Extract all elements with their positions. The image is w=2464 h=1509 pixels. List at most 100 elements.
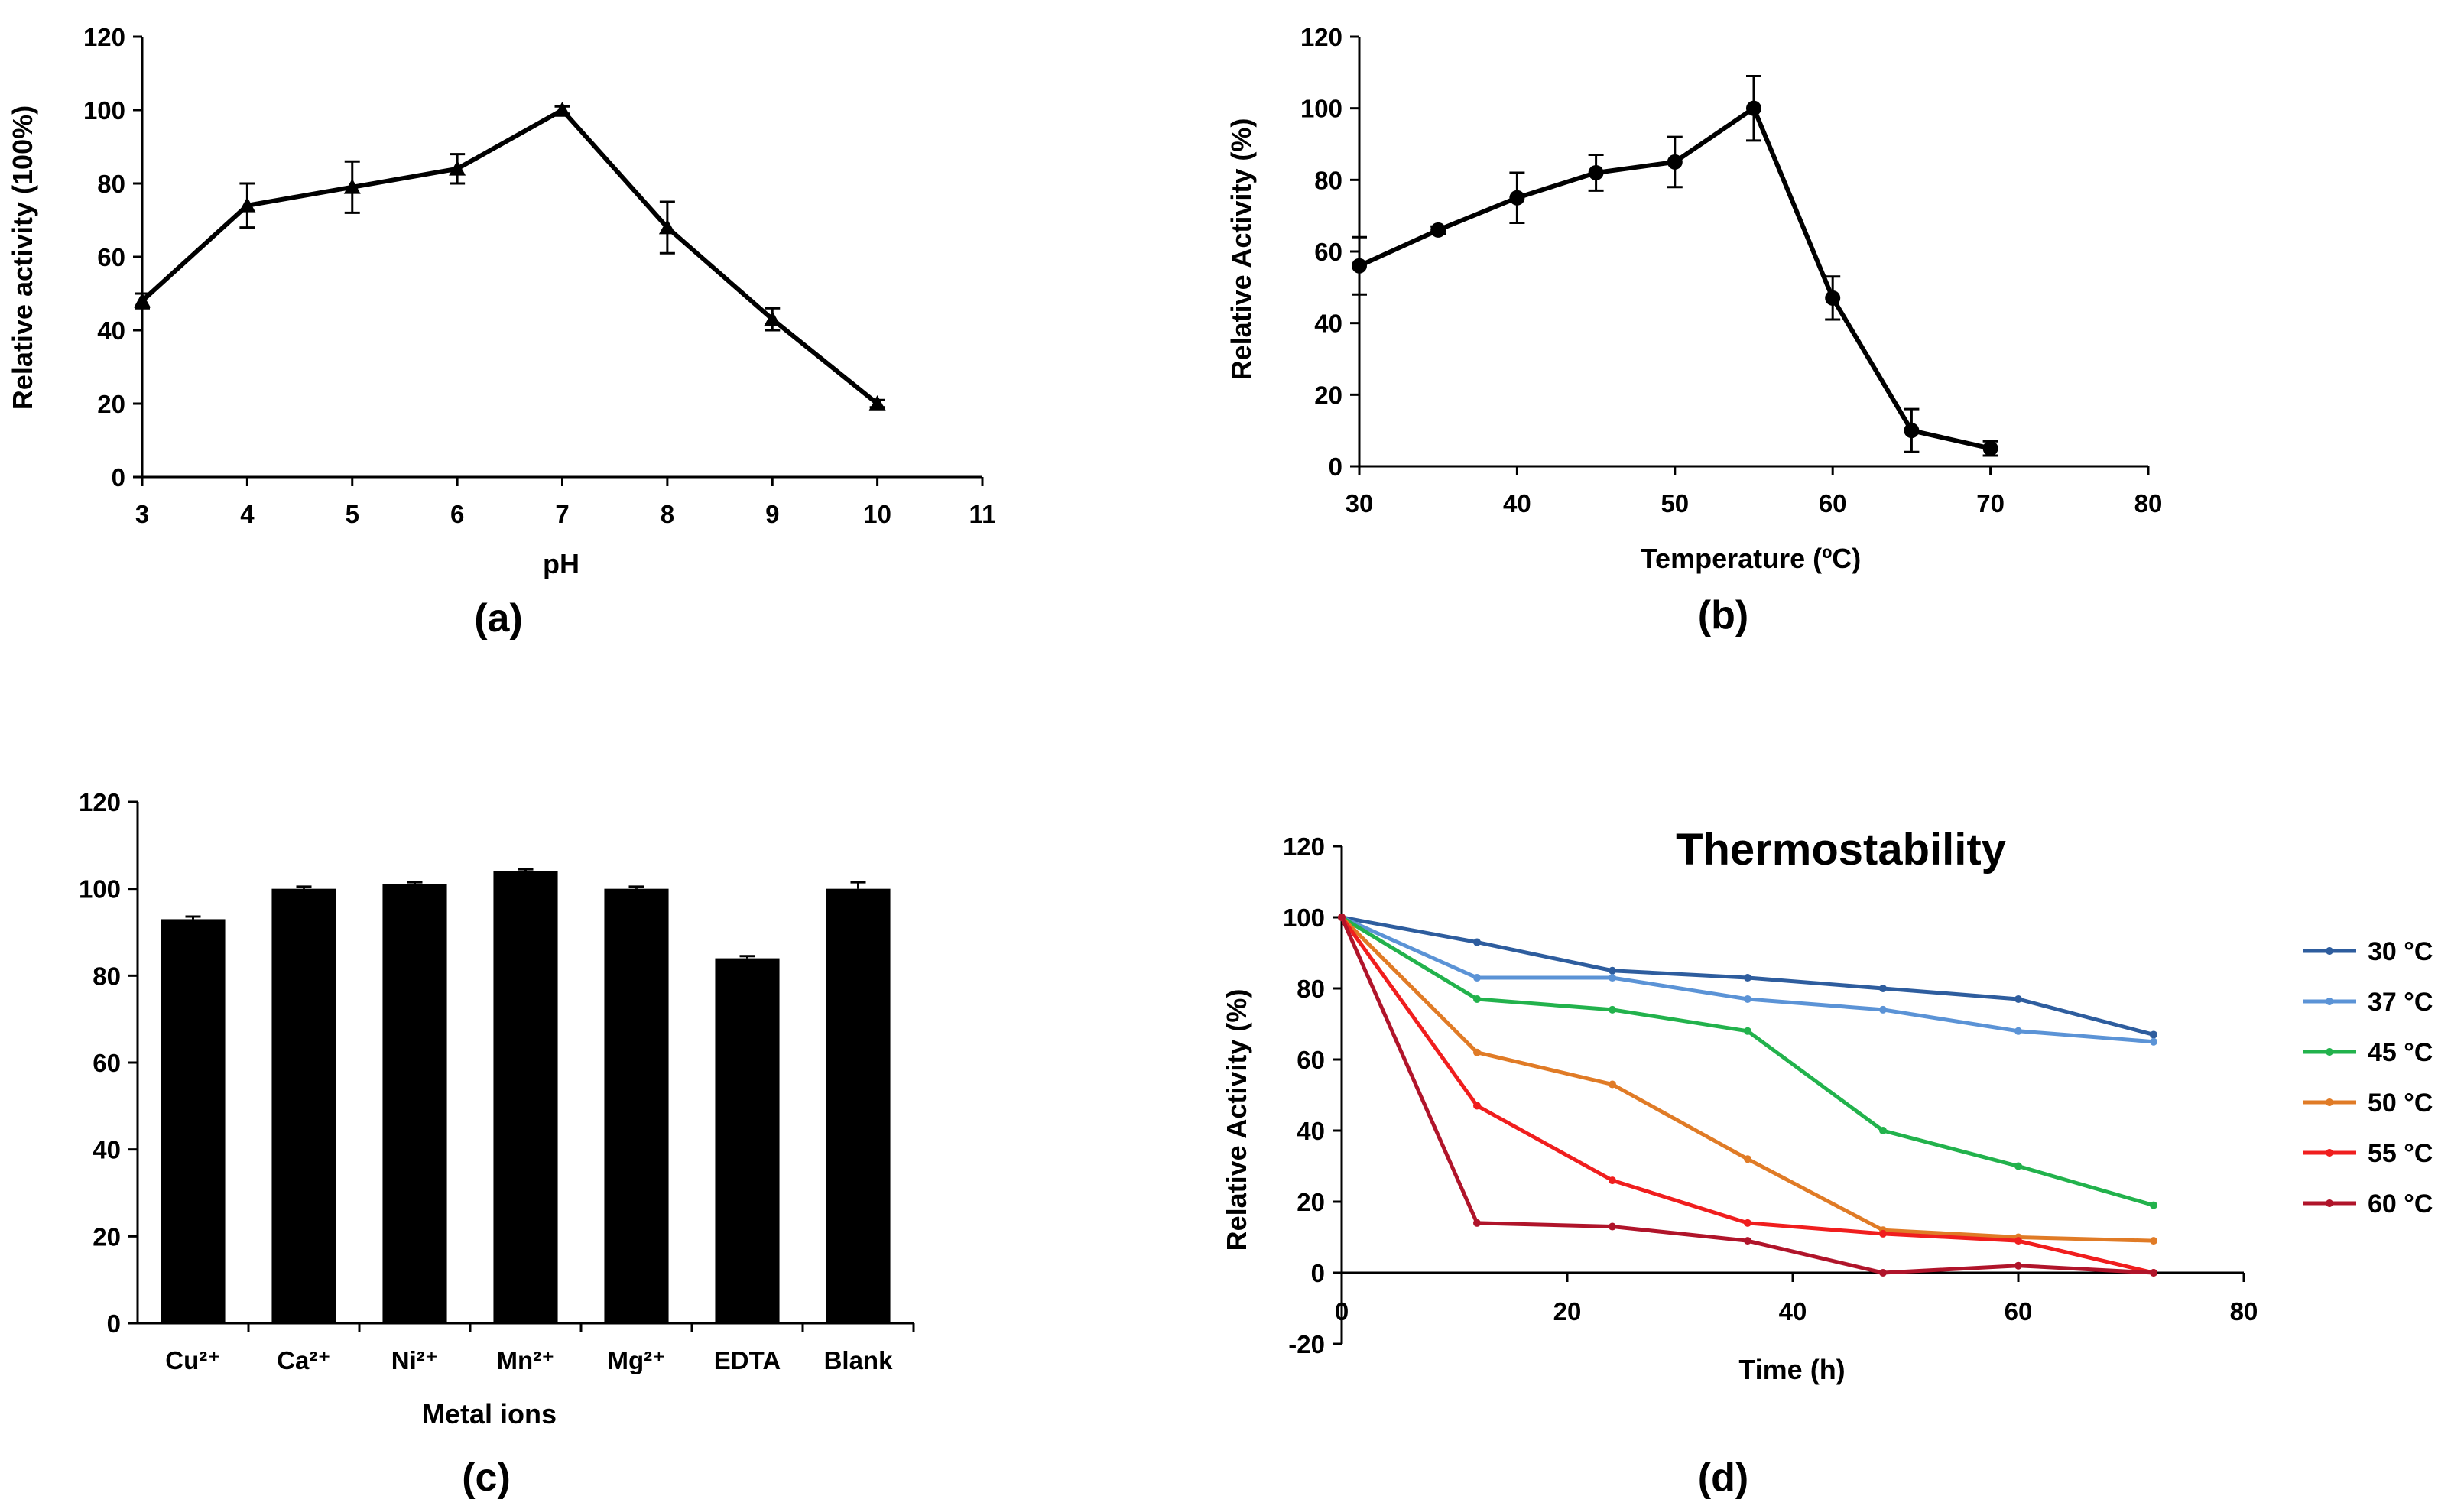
chart-d-ytick-label: 120	[1283, 832, 1325, 861]
chart-d-data-point	[1744, 1155, 1751, 1163]
chart-d-data-point	[2014, 1162, 2022, 1170]
chart-d-legend: 30 °C 37 °C 45 °C 50 °C 55 °C 60 °C	[2303, 937, 2433, 1219]
chart-d-data-point	[2150, 1030, 2157, 1039]
chart-d-legend-marker-4	[2326, 1149, 2333, 1157]
chart-b-data-point	[1588, 164, 1604, 180]
chart-d-xtick-label: 80	[2230, 1297, 2258, 1326]
chart-c-bar	[161, 919, 226, 1323]
chart-panel-d: -20 0 20 40 60 80 100 120 0 20 40 60 80 Thermostabil…	[1221, 825, 2433, 1500]
chart-d-legend-marker-3	[2326, 1098, 2333, 1106]
chart-c-ytick-label: 120	[79, 788, 121, 816]
chart-b-ylabel: Relative Activity (%)	[1226, 118, 1257, 381]
chart-a-ytick-label: 100	[83, 96, 125, 125]
chart-d-data-point	[1609, 966, 1616, 975]
chart-c-bar	[271, 888, 336, 1323]
chart-b-xtick-label: 60	[1819, 489, 1847, 518]
chart-c-xlabel: Metal ions	[422, 1398, 557, 1429]
chart-d-data-point	[1609, 974, 1616, 982]
chart-d-ytick-label: 20	[1297, 1188, 1325, 1216]
chart-d-data-point	[1473, 995, 1481, 1003]
chart-d-data-point	[2150, 1237, 2157, 1245]
chart-a-data-point	[554, 102, 571, 117]
chart-d-data-point	[1879, 1127, 1887, 1134]
chart-d-data-point	[1744, 995, 1751, 1003]
chart-d-data-point	[1609, 1176, 1616, 1185]
chart-d-ytick-label: -20	[1288, 1330, 1325, 1358]
chart-a-series-line-0	[140, 108, 879, 406]
chart-b-data-point	[1746, 100, 1761, 116]
chart-d-legend-label-4: 55 °C	[2368, 1139, 2433, 1168]
chart-c-bar	[604, 888, 669, 1323]
chart-panel-c: 0 20 40 60 80 100 120 Cu²⁺ Ca²⁺ Ni²⁺ Mn²⁺ Mg²⁺ EDTA B…	[79, 788, 915, 1500]
chart-b-ytick-label: 20	[1314, 381, 1342, 409]
chart-d-data-point	[1879, 1229, 1887, 1238]
chart-d-data-point	[1473, 938, 1481, 946]
chart-c-xtick-label: EDTA	[714, 1346, 781, 1374]
chart-a-ytick-label: 20	[97, 390, 125, 418]
chart-b-xtick-label: 50	[1661, 489, 1689, 518]
chart-d-xtick-label: 0	[1335, 1297, 1349, 1326]
chart-d-data-point	[2014, 995, 2022, 1003]
chart-d-legend-label-1: 37 °C	[2368, 988, 2433, 1017]
chart-b-ytick-label: 0	[1329, 453, 1342, 481]
chart-d-data-point	[1744, 974, 1751, 982]
chart-b-xtick-label: 30	[1346, 489, 1374, 518]
chart-d-ytick-label: 60	[1297, 1046, 1325, 1074]
chart-b-ytick-label: 40	[1314, 310, 1342, 338]
chart-d-legend-label-3: 50 °C	[2368, 1089, 2433, 1118]
chart-c-xtick-label: Mn²⁺	[496, 1346, 554, 1374]
chart-d-data-point	[1879, 1005, 1887, 1014]
chart-d-xtick-label: 20	[1553, 1297, 1582, 1326]
chart-a-ytick-label: 0	[112, 463, 125, 492]
chart-c-ytick-label: 60	[93, 1049, 121, 1077]
chart-c-bar	[826, 888, 891, 1323]
chart-d-data-point	[1473, 1048, 1481, 1056]
chart-a-panel-label: (a)	[474, 596, 523, 641]
chart-d-data-point	[1473, 974, 1481, 982]
chart-b-data-point	[1825, 290, 1841, 306]
chart-d-xlabel: Time (h)	[1738, 1354, 1845, 1385]
chart-d-data-point	[1473, 1102, 1481, 1110]
chart-a-data-point	[764, 310, 781, 326]
chart-d-ytick-label: 80	[1297, 975, 1325, 1003]
chart-b-data-point	[1509, 190, 1525, 206]
chart-c-xtick-label: Ca²⁺	[277, 1346, 331, 1374]
chart-c-xtick-label: Blank	[824, 1346, 894, 1374]
chart-c-ytick-label: 0	[107, 1309, 121, 1338]
chart-b-panel-label: (b)	[1698, 593, 1748, 638]
chart-d-data-point	[2014, 1237, 2022, 1245]
chart-c-ytick-label: 20	[93, 1222, 121, 1251]
chart-a-data-point	[343, 178, 361, 194]
chart-a-xtick-label: 5	[346, 500, 359, 528]
chart-d-xtick-label: 40	[1779, 1297, 1807, 1326]
chart-c-ytick-label: 80	[93, 962, 121, 990]
chart-d-data-point	[2150, 1269, 2157, 1277]
chart-a-data-point	[658, 219, 676, 235]
chart-a-data-point	[868, 395, 886, 411]
chart-d-legend-marker-5	[2326, 1199, 2333, 1207]
chart-a-xtick-label: 3	[135, 500, 149, 528]
chart-d-data-point	[1744, 1027, 1751, 1035]
chart-c-xtick-label: Mg²⁺	[607, 1346, 665, 1374]
chart-b-xtick-label: 80	[2134, 489, 2163, 518]
chart-d-data-point	[1744, 1237, 1751, 1245]
chart-d-panel-label: (d)	[1698, 1455, 1748, 1500]
chart-a-ytick-label: 40	[97, 316, 125, 345]
chart-c-xtick-label: Ni²⁺	[391, 1346, 438, 1374]
chart-a-xtick-label: 9	[765, 500, 779, 528]
chart-d-title: Thermostability	[1676, 825, 2006, 875]
chart-d-legend-marker-0	[2326, 947, 2333, 955]
chart-d-ylabel: Relative Activity (%)	[1221, 989, 1252, 1251]
chart-a-xtick-label: 11	[969, 500, 996, 528]
chart-a-ytick-label: 80	[97, 170, 125, 198]
chart-b-data-point	[1430, 222, 1446, 238]
chart-d-data-point	[2150, 1201, 2157, 1209]
chart-d-data-point	[1338, 914, 1346, 921]
chart-d-data-point	[1609, 1080, 1616, 1089]
chart-d-data-point	[2014, 1027, 2022, 1035]
chart-a-data-point	[449, 160, 466, 176]
chart-d-data-point	[2014, 1261, 2022, 1270]
chart-c-ytick-label: 40	[93, 1136, 121, 1164]
chart-a-data-point	[134, 292, 151, 308]
chart-a-xlabel: pH	[543, 548, 579, 579]
